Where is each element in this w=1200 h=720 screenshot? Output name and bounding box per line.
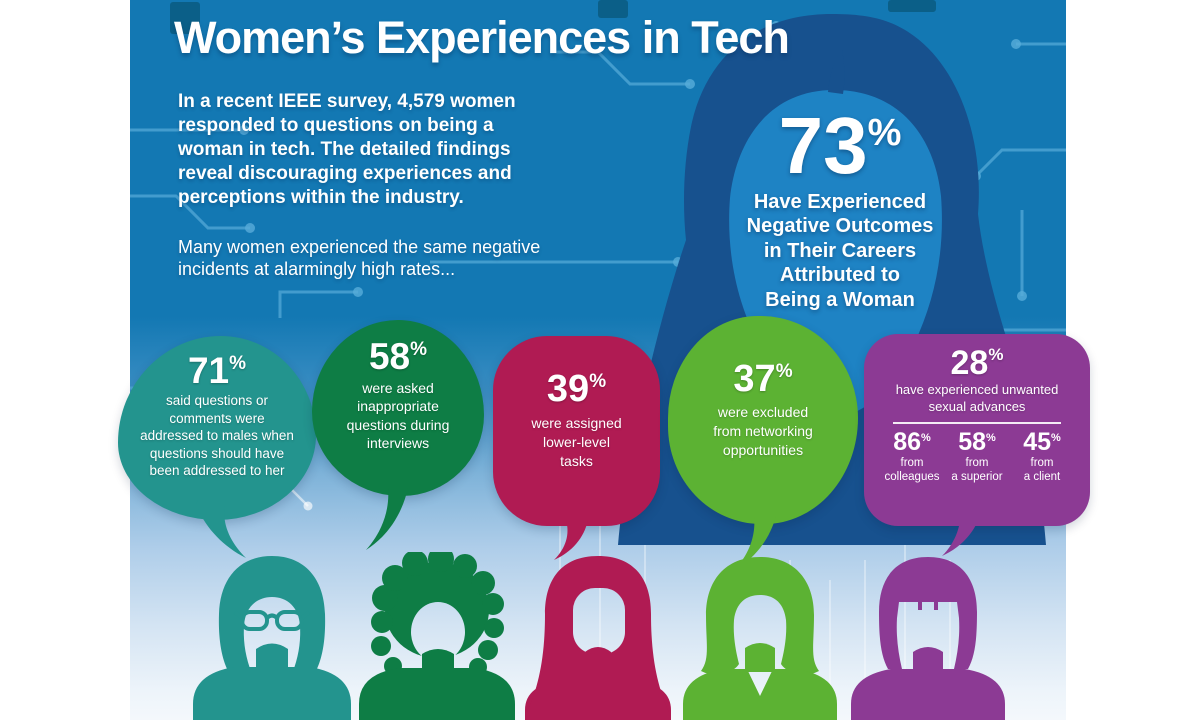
breakdown-superior: 58% from a superior <box>947 430 1007 484</box>
stat-value: 58% <box>368 336 428 377</box>
headline-stat: 73% Have Experienced Negative Outcomes i… <box>690 101 990 312</box>
breakdown-value: 58% <box>958 428 996 457</box>
speech-tail <box>734 516 776 570</box>
breakdown-stats: 86% from colleagues 58% from a superior … <box>864 430 1090 484</box>
glasses-icon <box>233 610 311 631</box>
woman-silhouette-curly-green <box>359 552 515 720</box>
stat-description: were asked inappropriate questions durin… <box>346 380 450 452</box>
speech-tail <box>196 500 246 558</box>
stat-bubble-lower-level-tasks: 39% were assigned lower-level tasks <box>493 336 660 526</box>
headline-stat-value: 73% <box>778 101 902 190</box>
stat-value: 71% <box>187 350 247 391</box>
stat-value: 39% <box>546 368 607 410</box>
stat-bubble-unwanted-advances: 28% have experienced unwanted sexual adv… <box>864 334 1090 526</box>
stat-bubble-inappropriate-questions: 58% were asked inappropriate questions d… <box>312 320 484 496</box>
woman-silhouette-green-bob <box>683 557 837 720</box>
breakdown-value: 86% <box>893 428 931 457</box>
woman-silhouette-crimson <box>525 556 671 720</box>
breakdown-label: from a client <box>1023 457 1061 483</box>
stat-value: 28% <box>950 344 1004 382</box>
note-paragraph: Many women experienced the same negative… <box>178 237 541 279</box>
stat-bubble-addressed-to-males: 71% said questions or comments were addr… <box>118 336 316 520</box>
woman-silhouette-teal <box>193 556 351 720</box>
breakdown-label: from a superior <box>951 457 1003 483</box>
stat-description: have experienced unwanted sexual advance… <box>895 382 1059 414</box>
stat-bubble-networking-exclusion: 37% were excluded from networking opport… <box>668 316 858 524</box>
woman-silhouette-purple <box>851 557 1005 720</box>
breakdown-value: 45% <box>1023 428 1061 457</box>
intro-paragraph: In a recent IEEE survey, 4,579 women res… <box>178 91 516 208</box>
divider <box>893 422 1061 425</box>
breakdown-client: 45% from a client <box>1012 430 1072 484</box>
stat-value: 37% <box>733 358 793 400</box>
stat-description: were excluded from networking opportunit… <box>713 404 813 458</box>
page-title: Women’s Experiences in Tech <box>174 12 790 63</box>
speech-tail <box>554 520 588 560</box>
speech-tail <box>942 508 982 556</box>
speech-tail <box>366 488 408 550</box>
breakdown-colleagues: 86% from colleagues <box>882 430 942 484</box>
breakdown-label: from colleagues <box>884 457 940 483</box>
chip-icon <box>170 0 936 34</box>
stat-description: were assigned lower-level tasks <box>531 415 622 469</box>
headline-stat-label: Have Experienced Negative Outcomes in Th… <box>746 191 934 311</box>
stat-description: said questions or comments were addresse… <box>140 393 294 479</box>
